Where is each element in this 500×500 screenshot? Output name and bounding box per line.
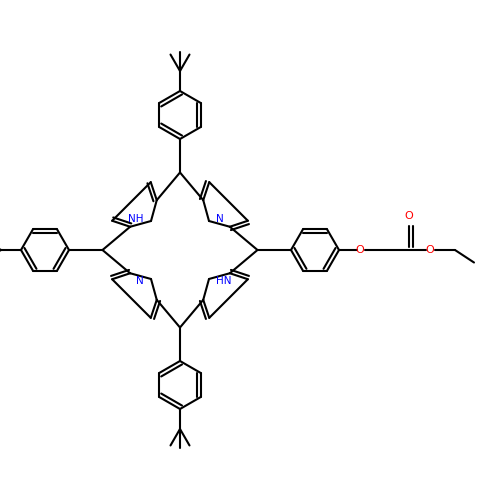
Text: HN: HN: [216, 276, 232, 286]
Text: N: N: [216, 214, 224, 224]
Text: NH: NH: [128, 214, 144, 224]
Text: O: O: [404, 211, 413, 221]
Text: N: N: [136, 276, 143, 286]
Text: O: O: [356, 245, 364, 255]
Text: O: O: [426, 245, 434, 255]
